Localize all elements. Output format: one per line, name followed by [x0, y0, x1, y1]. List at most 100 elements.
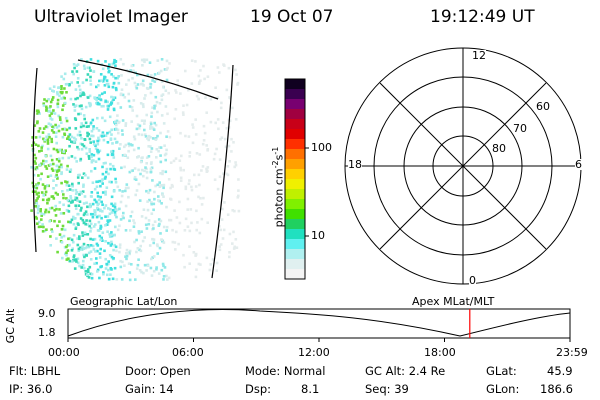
emission-pixel [74, 204, 77, 207]
emission-pixel [54, 175, 58, 178]
emission-pixel [107, 277, 111, 281]
emission-pixel [159, 131, 162, 135]
emission-pixel [64, 101, 67, 105]
emission-pixel [74, 192, 78, 195]
emission-pixel [102, 138, 106, 142]
emission-pixel [68, 133, 72, 136]
emission-pixel [59, 118, 62, 121]
emission-pixel [95, 200, 98, 204]
emission-pixel [75, 64, 78, 67]
emission-pixel [50, 195, 54, 198]
emission-pixel [119, 200, 123, 204]
emission-pixel [70, 81, 73, 84]
timeline-tick-label-1: 06:00 [172, 346, 204, 359]
emission-pixel [104, 204, 108, 207]
emission-pixel [197, 262, 201, 266]
emission-pixel [149, 170, 153, 174]
emission-pixel [53, 219, 56, 223]
emission-pixel [74, 258, 78, 261]
emission-pixel [30, 166, 33, 169]
emission-pixel [108, 219, 112, 222]
emission-pixel [195, 268, 198, 271]
emission-pixel [215, 261, 219, 265]
emission-pixel [184, 185, 188, 189]
emission-pixel [76, 133, 80, 137]
emission-pixel [64, 116, 68, 120]
emission-pixel [234, 118, 238, 121]
timeline-tick-label-3: 18:00 [424, 346, 456, 359]
emission-pixel [101, 191, 105, 194]
emission-pixel [157, 149, 160, 153]
emission-pixel [70, 155, 74, 158]
emission-pixel [114, 245, 118, 249]
emission-pixel [83, 195, 87, 198]
emission-pixel [158, 222, 161, 226]
emission-pixel [188, 151, 192, 154]
emission-pixel [36, 121, 39, 125]
emission-pixel [58, 201, 62, 204]
emission-pixel [67, 184, 71, 187]
emission-pixel [142, 174, 145, 178]
emission-pixel [114, 64, 117, 67]
gc-alt-status: GC Alt: 2.4 Re [365, 364, 446, 378]
emission-pixel [174, 108, 178, 111]
emission-pixel [48, 135, 51, 139]
emission-pixel [61, 190, 64, 193]
emission-pixel [81, 218, 85, 222]
emission-pixel [54, 214, 58, 217]
emission-pixel [145, 189, 148, 193]
emission-pixel [157, 195, 160, 198]
timeline-tick-label-2: 12:00 [298, 346, 330, 359]
emission-pixel [58, 116, 62, 119]
emission-pixel [50, 167, 54, 171]
emission-pixel [116, 76, 119, 80]
emission-pixel [98, 95, 101, 99]
emission-pixel [60, 165, 63, 169]
emission-pixel [70, 140, 73, 143]
emission-pixel [137, 127, 141, 130]
emission-pixel [96, 206, 99, 210]
emission-pixel [145, 171, 149, 174]
emission-pixel [109, 244, 113, 247]
emission-pixel [56, 150, 60, 154]
emission-pixel [91, 181, 95, 184]
emission-pixel [132, 148, 136, 152]
emission-pixel [52, 187, 55, 190]
emission-pixel [50, 129, 54, 132]
emission-pixel [205, 256, 209, 260]
emission-pixel [49, 123, 53, 126]
emission-pixel [57, 157, 61, 161]
emission-pixel [104, 190, 107, 194]
emission-pixel [189, 208, 193, 211]
emission-pixel [73, 156, 77, 160]
emission-pixel [50, 112, 53, 115]
emission-pixel [80, 122, 83, 125]
emission-pixel [35, 217, 38, 220]
emission-pixel [89, 222, 93, 226]
emission-pixel [107, 104, 111, 108]
emission-pixel [50, 118, 54, 121]
emission-pixel [206, 221, 209, 224]
emission-pixel [197, 173, 201, 177]
emission-pixel [69, 97, 73, 101]
emission-pixel [82, 144, 86, 148]
emission-pixel [147, 138, 150, 142]
emission-pixel [234, 161, 237, 164]
emission-pixel [89, 103, 92, 107]
emission-pixel [81, 93, 84, 96]
emission-pixel [145, 113, 148, 117]
emission-pixel [159, 154, 162, 157]
emission-pixel [194, 253, 198, 257]
emission-pixel [178, 159, 182, 162]
emission-pixel [65, 119, 69, 123]
emission-pixel [113, 266, 117, 270]
emission-pixel [68, 259, 72, 263]
emission-pixel [84, 146, 88, 150]
emission-pixel [54, 191, 58, 195]
emission-pixel [114, 177, 117, 181]
emission-pixel [168, 135, 172, 139]
emission-pixel [145, 269, 148, 272]
emission-pixel [58, 94, 61, 98]
emission-pixel [124, 143, 128, 147]
emission-pixel [111, 277, 115, 281]
